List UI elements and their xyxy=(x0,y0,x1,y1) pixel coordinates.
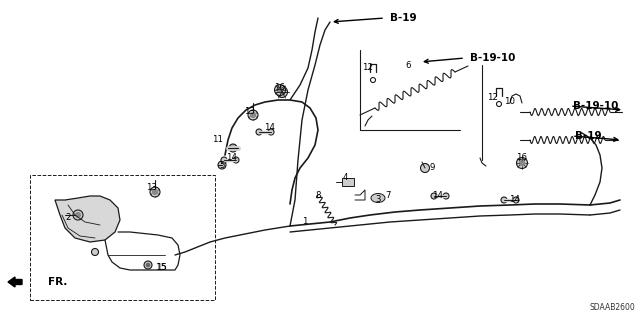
Circle shape xyxy=(221,157,227,163)
Text: 7: 7 xyxy=(385,190,391,199)
Circle shape xyxy=(250,113,255,117)
Circle shape xyxy=(276,86,287,98)
Text: 16: 16 xyxy=(275,84,285,93)
Bar xyxy=(30,175,215,300)
Circle shape xyxy=(420,164,429,173)
Text: 15: 15 xyxy=(157,263,168,272)
Text: 14: 14 xyxy=(509,196,520,204)
Text: 10: 10 xyxy=(504,98,515,107)
Text: 13: 13 xyxy=(244,108,255,116)
Text: 5: 5 xyxy=(220,160,225,169)
Text: 14: 14 xyxy=(227,153,237,162)
Circle shape xyxy=(248,110,258,120)
Circle shape xyxy=(218,161,226,169)
Text: FR.: FR. xyxy=(48,277,67,287)
Circle shape xyxy=(278,87,282,93)
Circle shape xyxy=(280,90,285,94)
Text: B-19: B-19 xyxy=(575,131,602,141)
Text: 13: 13 xyxy=(147,183,157,192)
Circle shape xyxy=(520,160,525,166)
Circle shape xyxy=(229,144,237,152)
FancyArrow shape xyxy=(8,277,22,287)
Text: 8: 8 xyxy=(316,191,321,201)
Circle shape xyxy=(233,157,239,163)
Text: 16: 16 xyxy=(516,153,527,162)
Text: 1: 1 xyxy=(302,218,308,226)
Circle shape xyxy=(256,129,262,135)
Circle shape xyxy=(76,212,81,218)
Text: SDAAB2600: SDAAB2600 xyxy=(590,303,636,313)
Circle shape xyxy=(268,129,274,135)
Ellipse shape xyxy=(371,194,385,203)
Text: 9: 9 xyxy=(429,164,435,173)
Text: B-19-10: B-19-10 xyxy=(470,53,515,63)
Text: B-19-10: B-19-10 xyxy=(573,101,618,111)
Circle shape xyxy=(275,85,285,95)
Text: 4: 4 xyxy=(342,174,348,182)
Circle shape xyxy=(92,249,99,256)
Circle shape xyxy=(150,187,160,197)
Circle shape xyxy=(73,210,83,220)
Text: B-19: B-19 xyxy=(390,13,417,23)
Bar xyxy=(342,178,354,186)
Circle shape xyxy=(144,261,152,269)
Circle shape xyxy=(152,189,157,195)
Text: 14: 14 xyxy=(264,123,275,132)
Circle shape xyxy=(516,158,527,168)
Text: 12: 12 xyxy=(488,93,499,102)
Circle shape xyxy=(443,193,449,199)
Circle shape xyxy=(513,197,519,203)
Circle shape xyxy=(431,193,437,199)
Circle shape xyxy=(146,263,150,267)
Text: 14: 14 xyxy=(433,190,444,199)
Text: 6: 6 xyxy=(405,62,411,70)
Polygon shape xyxy=(55,196,120,242)
Circle shape xyxy=(501,197,507,203)
Text: 12: 12 xyxy=(362,63,374,72)
Text: 3: 3 xyxy=(375,196,381,204)
Text: 15: 15 xyxy=(156,263,168,272)
Text: 2: 2 xyxy=(65,213,71,222)
Text: 11: 11 xyxy=(212,136,223,145)
